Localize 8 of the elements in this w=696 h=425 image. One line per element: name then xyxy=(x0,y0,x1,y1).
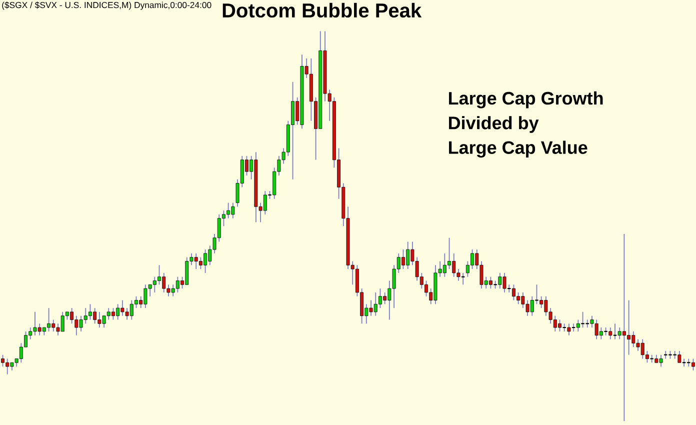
text: ($SGX / $SVX - U.S. INDICES,M) Dynamic,0:00-24:00 xyxy=(2,2,212,10)
candlestick xyxy=(686,358,691,367)
candlestick xyxy=(562,323,567,332)
candlestick xyxy=(580,311,585,328)
chart-title: Dotcom Bubble Peak xyxy=(222,2,422,18)
annotation: Large Cap Growth xyxy=(449,91,603,108)
annotation: Large Cap Value xyxy=(449,140,588,158)
annotation: Divided by xyxy=(449,116,539,133)
